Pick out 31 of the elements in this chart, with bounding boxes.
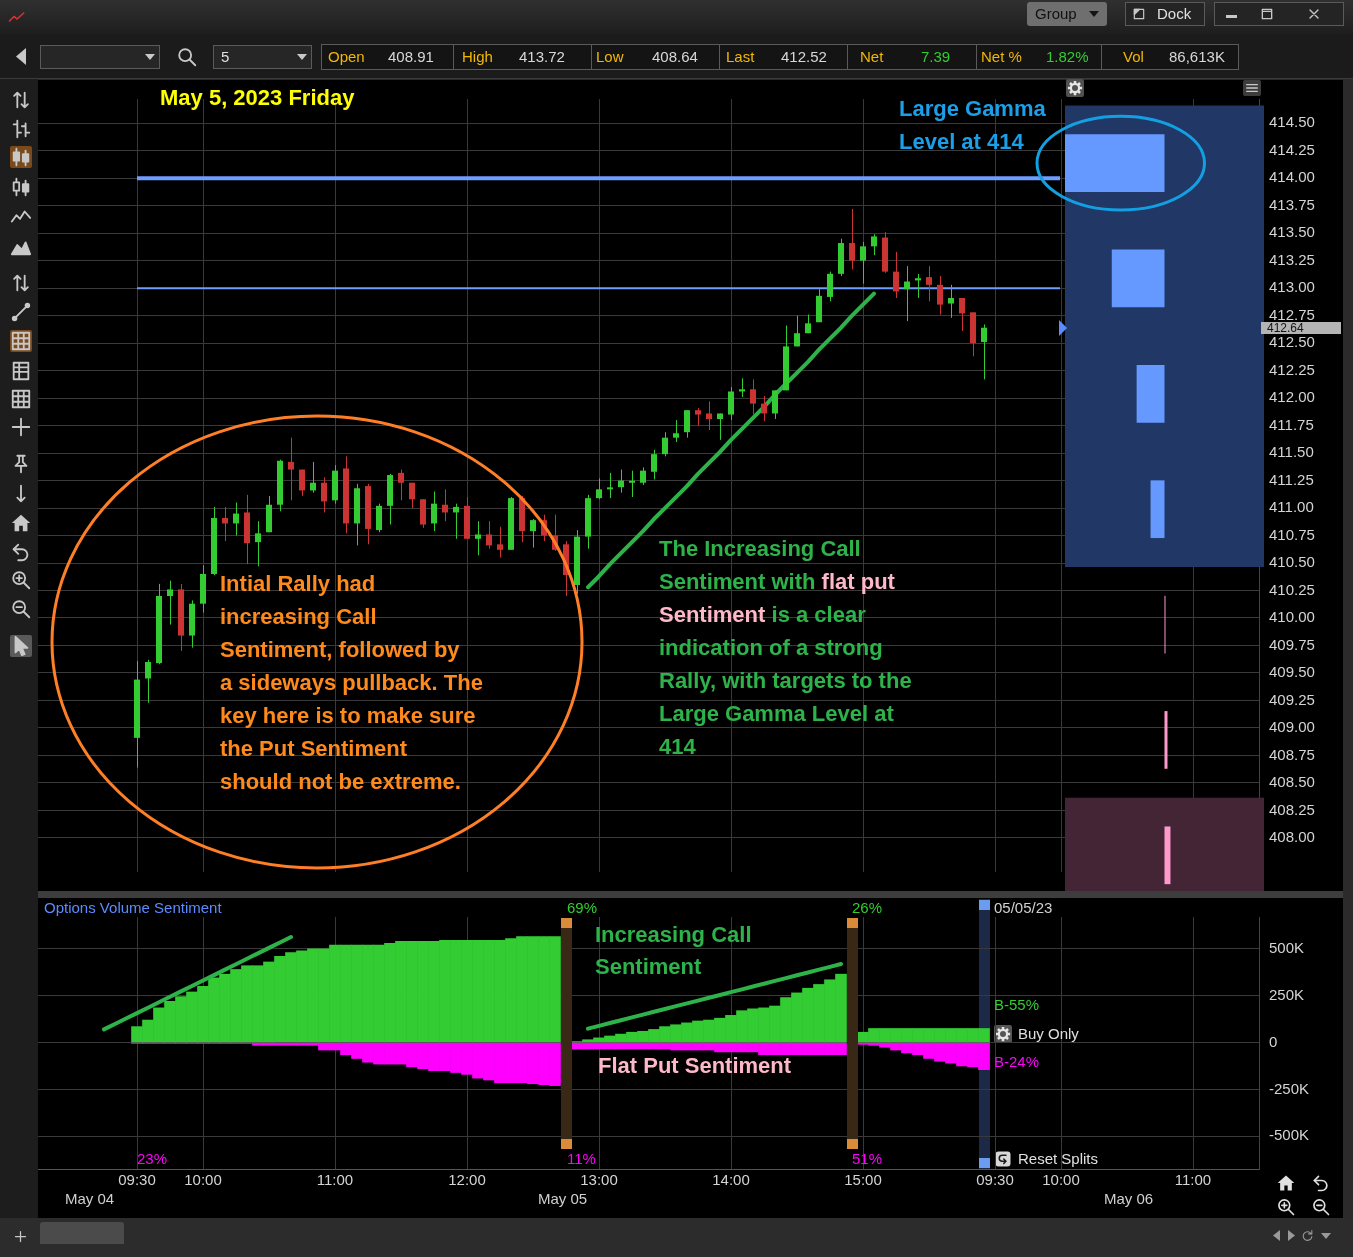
x-tick-label: 10:00 xyxy=(1042,1171,1080,1189)
annotation: 11% xyxy=(567,1150,596,1167)
text: May 04 xyxy=(65,1190,115,1207)
x-tick-label: 13:00 xyxy=(580,1171,618,1189)
annotation: 23% xyxy=(137,1150,168,1167)
y-tick-label: 250K xyxy=(1269,985,1305,1003)
annotation: Reset Splits xyxy=(1018,1150,1099,1167)
x-tick-label: 09:30 xyxy=(976,1171,1014,1189)
x-tick-label: 12:00 xyxy=(448,1171,486,1189)
y-tick-label: 500K xyxy=(1269,938,1305,956)
x-tick-label: 14:00 xyxy=(712,1171,750,1189)
annotation: Flat Put Sentiment xyxy=(598,1053,792,1079)
annotation: B-55% xyxy=(994,996,1040,1013)
y-tick-label: -250K xyxy=(1269,1079,1310,1097)
text: May 06 xyxy=(1104,1190,1154,1207)
x-tick-label: 11:00 xyxy=(1174,1171,1212,1189)
x-tick-label: 11:00 xyxy=(316,1171,354,1189)
x-tick-label: 15:00 xyxy=(844,1171,882,1189)
y-tick-label: 0 xyxy=(1269,1032,1278,1050)
x-tick-label: 09:30 xyxy=(118,1171,156,1189)
annotation: Buy Only xyxy=(1018,1025,1079,1042)
text: 26% xyxy=(852,899,883,916)
y-tick-label: -500K xyxy=(1269,1126,1310,1144)
text: 05/05/23 xyxy=(994,899,1053,916)
annotation: Increasing Call Sentiment xyxy=(595,921,752,981)
text: 69% xyxy=(567,899,598,916)
annotation: 51% xyxy=(852,1150,883,1167)
chart-title: Options Volume Sentiment xyxy=(44,899,222,916)
x-tick-label: 10:00 xyxy=(184,1171,222,1189)
text: May 05 xyxy=(538,1190,588,1207)
annotation: B-24% xyxy=(994,1053,1040,1070)
